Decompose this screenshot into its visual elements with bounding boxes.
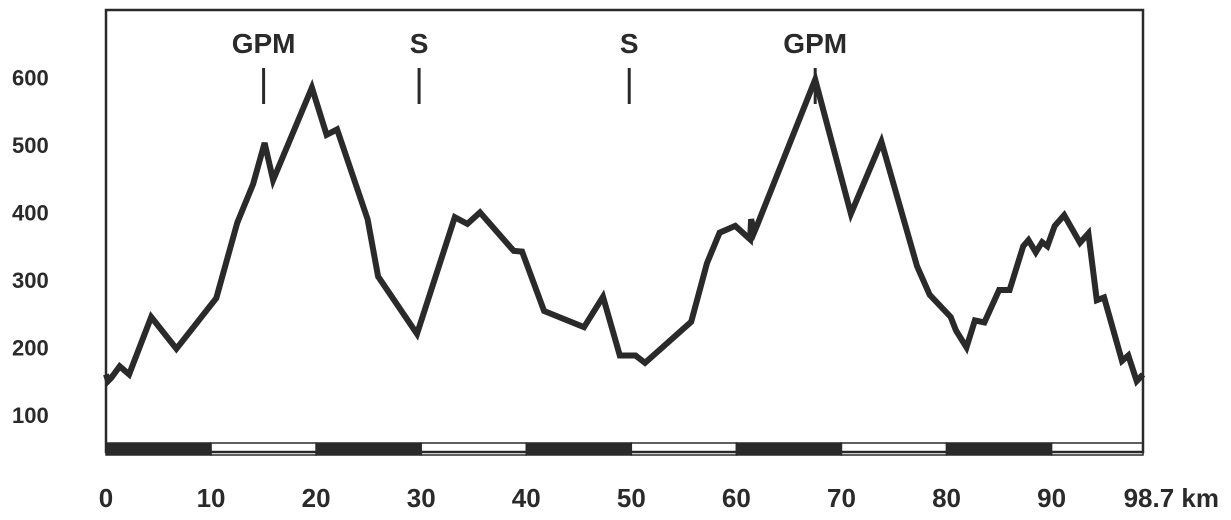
x-tick-label: 90: [1037, 483, 1066, 513]
marker-label: S: [410, 28, 429, 59]
x-tick-label: 30: [407, 483, 436, 513]
marker-label: GPM: [783, 28, 847, 59]
x-tick-label: 50: [617, 483, 646, 513]
x-tick-label: 60: [722, 483, 751, 513]
x-tick-label: 98.7 km: [1124, 483, 1219, 513]
marker-label: S: [620, 28, 639, 59]
marker-label: GPM: [232, 28, 296, 59]
x-axis-ticks: 0 10 20 30 40 50 60 70 80 90 98.7 km: [99, 483, 1219, 513]
y-tick-label: 200: [12, 335, 49, 360]
x-tick-label: 10: [197, 483, 226, 513]
x-tick-label: 0: [99, 483, 113, 513]
y-tick-label: 100: [12, 403, 49, 428]
y-tick-label: 400: [12, 200, 49, 225]
x-tick-label: 20: [302, 483, 331, 513]
elevation-line: [103, 69, 1146, 387]
plot-frame: [104, 8, 1145, 454]
x-tick-label: 80: [932, 483, 961, 513]
y-tick-label: 500: [12, 133, 49, 158]
y-axis-ticks: 100 200 300 400 500 600: [12, 65, 49, 427]
y-tick-label: 600: [12, 65, 49, 90]
y-tick-label: 300: [12, 268, 49, 293]
x-tick-label: 40: [512, 483, 541, 513]
x-tick-label: 70: [827, 483, 856, 513]
climb-markers: GPM S S GPM: [232, 28, 847, 104]
